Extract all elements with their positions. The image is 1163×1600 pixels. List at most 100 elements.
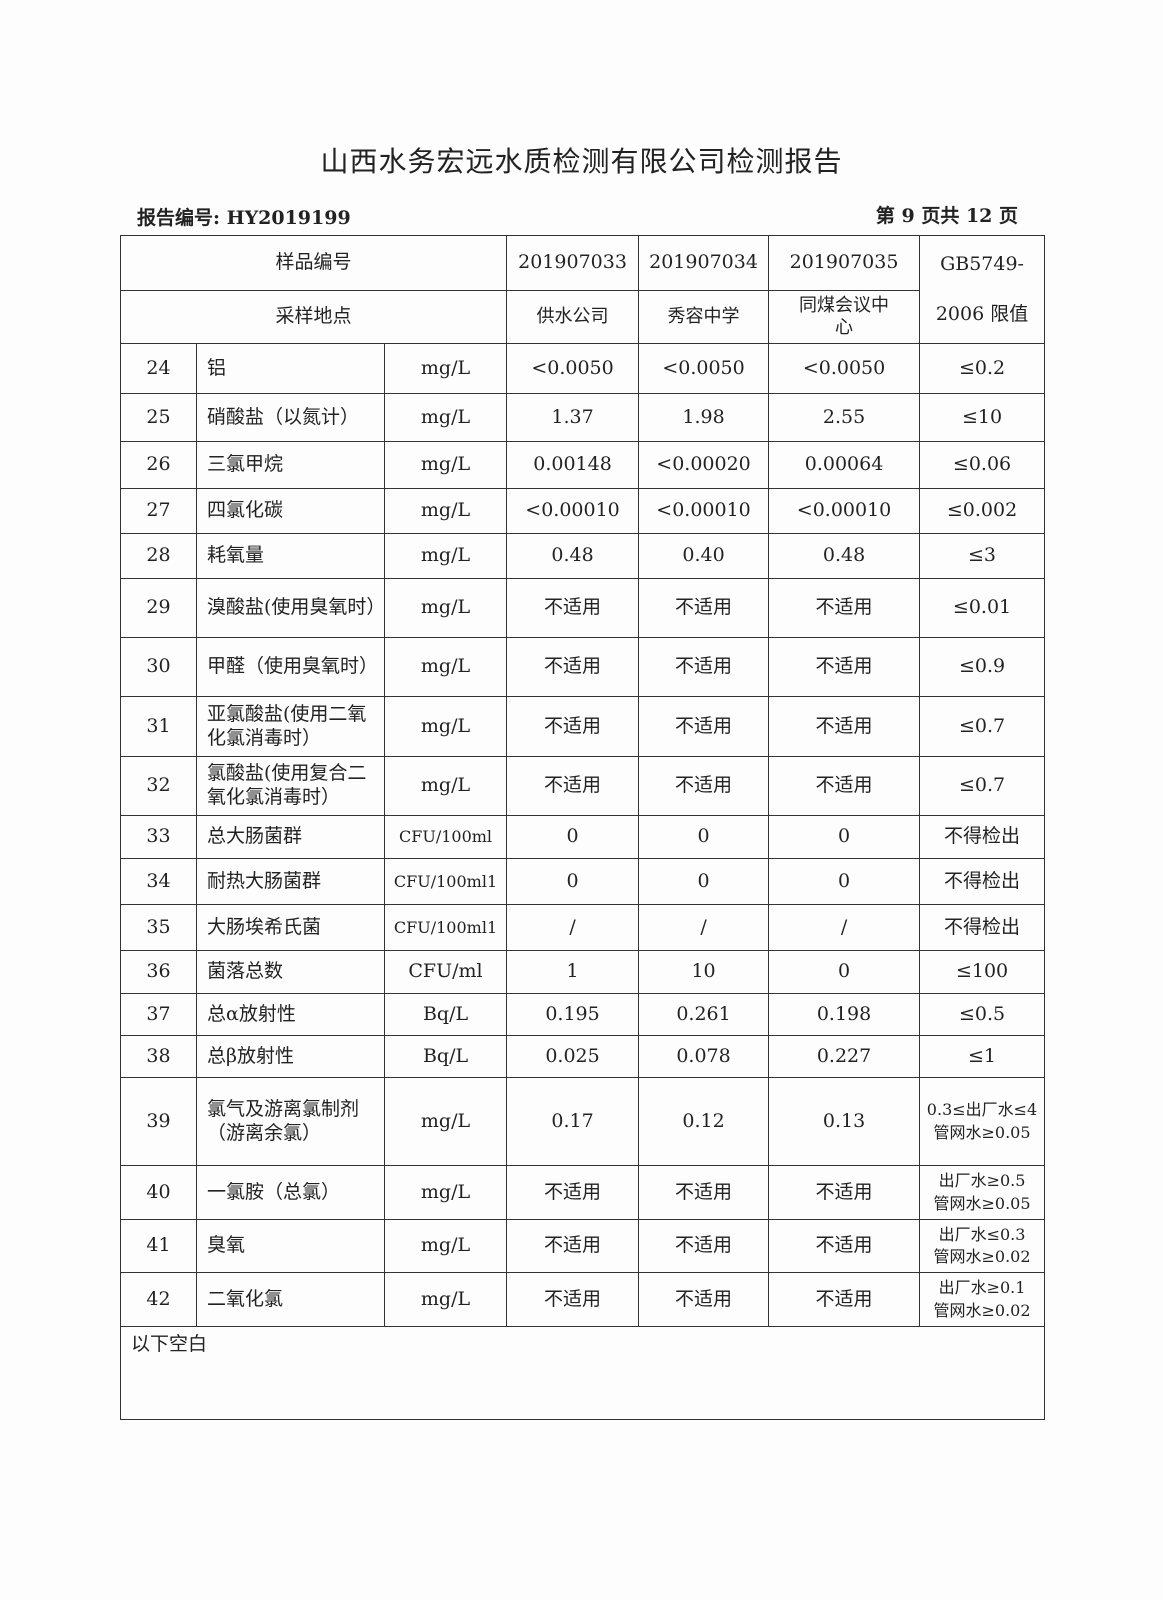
item-name: 耗氧量 [196,533,385,579]
sample-label: 样品编号 [119,235,508,291]
item-name: 铝 [196,343,385,394]
result-value: 不适用 [506,637,640,697]
result-value: 不适用 [638,637,770,697]
item-name: 溴酸盐(使用臭氧时） [196,578,385,638]
item-name: 四氯化碳 [196,488,385,534]
table-row: 24 铝 mg/L <0.0050 <0.0050 <0.0050 ≤0.2 [120,343,1046,394]
limit-value: ≤0.7 [919,756,1046,816]
item-name: 大肠埃希氏菌 [196,904,385,951]
result-value: 0 [638,815,770,859]
item-number: 32 [120,756,197,816]
result-value: <0.00010 [768,488,921,534]
table-row: 35 大肠埃希氏菌 CFU/100ml1// / 不得检出 [120,904,1046,951]
unit: CFU/ml [383,950,508,994]
item-name: 一氯胺（总氯） [196,1165,385,1220]
result-value: 不适用 [768,696,921,757]
unit: mg/L [383,393,508,442]
sample-number-row: 样品编号 201907033 201907034 201907035 GB574… [119,235,1046,344]
unit: mg/L [383,1165,508,1220]
limit-value: ≤1 [919,1035,1046,1078]
item-number: 27 [120,488,197,534]
result-value: 0.13 [768,1077,921,1166]
result-value: <0.0050 [506,343,640,394]
item-number: 34 [120,858,197,905]
result-value: 0.025 [506,1035,640,1078]
table-row: 27 四氯化碳 mg/L <0.00010 <0.00010 <0.00010 ≤0.002 [120,488,1046,534]
result-value: 1.98 [638,393,770,442]
item-number: 26 [120,441,197,489]
item-number: 33 [120,815,197,859]
sample-number: 201907033 [506,235,640,291]
sample-number: 201907035 [768,235,921,291]
limit-value: ≤0.2 [919,343,1046,394]
report-title: 山西水务宏远水质检测有限公司检测报告 [320,145,843,178]
item-number: 25 [120,393,197,442]
sampling-site-row: 采样地点 供水公司 秀容中学 同煤会议中心 [119,290,1045,344]
unit: mg/L [383,488,508,534]
result-value: 1 [506,950,640,994]
result-value: 0.48 [506,533,640,579]
limit-value: ≤10 [919,393,1046,442]
table-row: 36 菌落总数 CFU/ml 1 10 0 ≤100 [120,950,1046,994]
table-row: 38 总β放射性 Bq/L 0.025 0.078 0.227 ≤1 [120,1035,1046,1078]
table-row: 26 三氯甲烷 mg/L 0.00148 <0.00020 0.00064 ≤0.06 [120,441,1046,489]
footer-note: 以下空白 [119,1326,1046,1420]
table-row: 25 硝酸盐（以氮计） mg/L 1.37 1.98 2.55 ≤10 [120,393,1046,442]
result-value: 0.00064 [768,441,921,489]
limit-value: ≤100 [919,950,1046,994]
result-value: 0 [768,950,921,994]
limit-value: 出厂水≥0.5 管网水≥0.05 [919,1165,1046,1220]
item-name: 亚氯酸盐(使用二氧化氯消毒时） [196,696,385,757]
result-value: 不适用 [768,637,921,697]
result-value: 0 [638,858,770,905]
limit-value: 出厂水≥0.1 管网水≥0.02 [919,1272,1046,1327]
result-value: 0.261 [638,993,770,1036]
unit: Bq/L [383,993,508,1036]
limit-value: ≤0.002 [919,488,1046,534]
limit-value: 不得检出 [919,904,1046,951]
result-value: 不适用 [638,756,770,816]
item-name: 甲醛（使用臭氧时） [196,637,385,697]
item-number: 36 [120,950,197,994]
result-value: <0.00010 [638,488,770,534]
result-value: 不适用 [638,578,770,638]
sampling-site: 秀容中学 [638,290,770,344]
item-number: 35 [120,904,197,951]
standard-line2: 2006 限值 [935,302,1029,325]
unit: CFU/100ml [383,815,508,859]
limit-value: ≤0.06 [919,441,1046,489]
item-name: 菌落总数 [196,950,385,994]
item-name: 三氯甲烷 [196,441,385,489]
result-value: <0.00020 [638,441,770,489]
result-value: 0.195 [506,993,640,1036]
unit: mg/L [383,1077,508,1166]
result-value: 0 [768,815,921,859]
footer-row: 以下空白 [119,1326,1046,1420]
unit: mg/L [383,343,508,394]
table-row: 31 亚氯酸盐(使用二氧化氯消毒时） mg/L 不适用 不适用 不适用 ≤0.7 [120,696,1046,757]
item-name: 总大肠菌群 [196,815,385,859]
result-value: 10 [638,950,770,994]
result-value: 0 [768,858,921,905]
table-row: 32 氯酸盐(使用复合二氧化氯消毒时） mg/L 不适用 不适用 不适用 ≤0.7 [120,756,1046,816]
item-name: 耐热大肠菌群 [196,858,385,905]
item-name: 总α放射性 [196,993,385,1036]
unit: CFU/100ml1 [383,904,508,951]
result-value: 2.55 [768,393,921,442]
result-value: 0 [506,815,640,859]
sample-number: 201907034 [638,235,770,291]
site-label: 采样地点 [119,290,508,344]
result-value: <0.0050 [638,343,770,394]
unit: mg/L [383,533,508,579]
result-value: 0.00148 [506,441,640,489]
result-value: 不适用 [768,1219,921,1273]
result-value: 0.078 [638,1035,770,1078]
unit: Bq/L [383,1035,508,1078]
result-value: 不适用 [638,1219,770,1273]
result-value: 不适用 [638,696,770,757]
limit-value: ≤0.01 [919,578,1046,638]
result-value: 不适用 [768,756,921,816]
item-number: 30 [120,637,197,697]
result-value: 不适用 [506,1219,640,1273]
unit: mg/L [383,696,508,757]
